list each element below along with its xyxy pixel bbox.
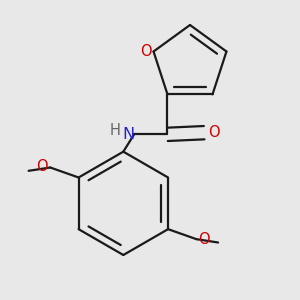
Text: N: N — [122, 127, 134, 142]
Text: H: H — [110, 123, 120, 138]
Text: O: O — [36, 159, 48, 174]
Text: O: O — [199, 232, 210, 247]
Text: O: O — [140, 44, 152, 59]
Text: O: O — [208, 125, 219, 140]
